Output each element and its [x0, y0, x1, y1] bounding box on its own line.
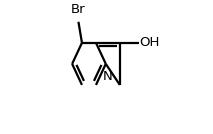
Text: OH: OH — [140, 36, 160, 49]
Text: Br: Br — [71, 3, 86, 16]
Text: N: N — [102, 70, 112, 83]
